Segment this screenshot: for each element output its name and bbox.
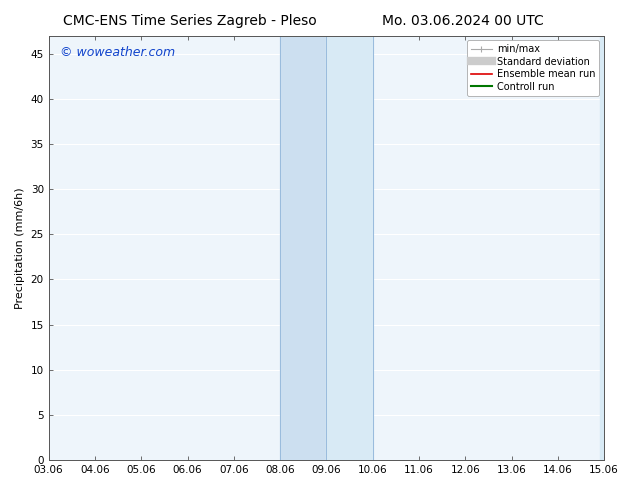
Bar (280, 36, 327, 460)
Y-axis label: Precipitation (mm/6h): Precipitation (mm/6h) (15, 187, 25, 309)
Legend: min/max, Standard deviation, Ensemble mean run, Controll run: min/max, Standard deviation, Ensemble me… (467, 41, 599, 96)
Text: CMC-ENS Time Series Zagreb - Pleso: CMC-ENS Time Series Zagreb - Pleso (63, 14, 317, 28)
Bar (327, 36, 373, 460)
Text: © woweather.com: © woweather.com (60, 46, 175, 59)
Text: Mo. 03.06.2024 00 UTC: Mo. 03.06.2024 00 UTC (382, 14, 544, 28)
Bar (600, 36, 604, 460)
